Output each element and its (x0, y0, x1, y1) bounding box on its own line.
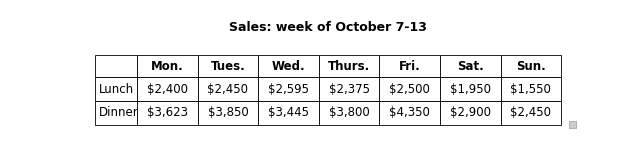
Text: Sales: week of October 7-13: Sales: week of October 7-13 (229, 21, 427, 34)
Bar (568, 121, 576, 128)
